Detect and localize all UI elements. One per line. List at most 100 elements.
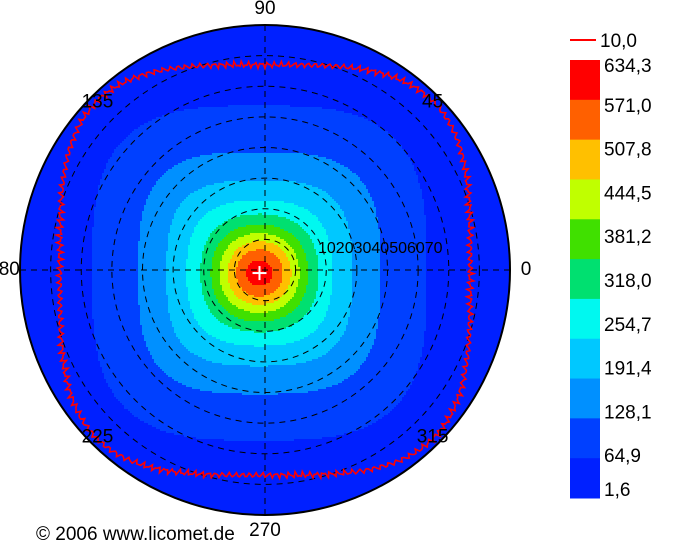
heatmap-cell <box>140 59 143 62</box>
heatmap-cell <box>308 49 311 52</box>
heatmap-cell <box>280 47 283 50</box>
heatmap-cell <box>276 27 279 30</box>
heatmap-cell <box>352 57 355 60</box>
heatmap-cell <box>350 49 353 52</box>
heatmap-cell <box>306 31 309 34</box>
heatmap-cell <box>204 41 207 44</box>
heatmap-cell <box>322 39 325 42</box>
heatmap-cell <box>266 51 269 54</box>
heatmap-cell <box>166 47 169 50</box>
heatmap-cell <box>166 55 169 58</box>
heatmap-cell <box>222 55 225 58</box>
heatmap-cell <box>384 59 387 62</box>
heatmap-cell <box>232 53 235 56</box>
heatmap-cell <box>420 77 423 80</box>
heatmap-cell <box>214 55 217 58</box>
heatmap-cell <box>192 39 195 42</box>
heatmap-cell <box>296 39 299 42</box>
heatmap-cell <box>292 49 295 52</box>
heatmap-cell <box>272 59 275 62</box>
heatmap-cell <box>320 43 323 46</box>
heatmap-cell <box>308 47 311 50</box>
heatmap-cell <box>234 55 237 58</box>
heatmap-cell <box>316 27 319 30</box>
heatmap-cell <box>240 47 243 50</box>
heatmap-cell <box>354 57 357 60</box>
heatmap-cell <box>328 51 331 54</box>
heatmap-cell <box>304 51 307 54</box>
heatmap-cell <box>202 57 205 60</box>
heatmap-cell <box>100 83 103 86</box>
heatmap-cell <box>352 49 355 52</box>
heatmap-cell <box>336 51 339 54</box>
heatmap-cell <box>280 41 283 44</box>
heatmap-cell <box>162 61 165 64</box>
heatmap-cell <box>160 51 163 54</box>
heatmap-cell <box>354 59 357 62</box>
heatmap-cell <box>324 33 327 36</box>
heatmap-cell <box>200 41 203 44</box>
heatmap-cell <box>262 51 265 54</box>
heatmap-cell <box>340 51 343 54</box>
heatmap-cell <box>186 51 189 54</box>
heatmap-cell <box>272 33 275 36</box>
heatmap-cell <box>370 53 373 56</box>
heatmap-cell <box>258 35 261 38</box>
heatmap-cell <box>194 57 197 60</box>
heatmap-cell <box>258 37 261 40</box>
heatmap-cell <box>224 35 227 38</box>
heatmap-cell <box>370 55 373 58</box>
heatmap-cell <box>262 45 265 48</box>
heatmap-cell <box>198 55 201 58</box>
heatmap-cell <box>254 47 257 50</box>
heatmap-cell <box>246 37 249 40</box>
heatmap-cell <box>226 59 229 62</box>
heatmap-cell <box>210 35 213 38</box>
heatmap-cell <box>368 49 371 52</box>
heatmap-cell <box>324 59 327 62</box>
heatmap-cell <box>168 57 171 60</box>
heatmap-cell <box>198 59 201 62</box>
heatmap-cell <box>430 85 433 88</box>
heatmap-cell <box>226 57 229 60</box>
heatmap-cell <box>362 49 365 52</box>
heatmap-cell <box>180 45 183 48</box>
heatmap-cell <box>252 59 255 62</box>
heatmap-cell <box>358 59 361 62</box>
heatmap-cell <box>328 45 331 48</box>
heatmap-cell <box>306 51 309 54</box>
heatmap-cell <box>252 55 255 58</box>
heatmap-cell <box>268 33 271 36</box>
heatmap-cell <box>208 51 211 54</box>
heatmap-cell <box>216 53 219 56</box>
heatmap-cell <box>318 51 321 54</box>
heatmap-cell <box>270 37 273 40</box>
heatmap-cell <box>300 55 303 58</box>
heatmap-cell <box>198 45 201 48</box>
heatmap-cell <box>366 43 369 46</box>
heatmap-cell <box>254 41 257 44</box>
heatmap-cell <box>268 55 271 58</box>
heatmap-cell <box>290 55 293 58</box>
heatmap-cell <box>184 43 187 46</box>
heatmap-cell <box>168 61 171 64</box>
heatmap-cell <box>172 55 175 58</box>
heatmap-cell <box>276 37 279 40</box>
heatmap-cell <box>266 29 269 32</box>
heatmap-cell <box>278 45 281 48</box>
heatmap-cell <box>382 51 385 54</box>
heatmap-cell <box>346 53 349 56</box>
heatmap-cell <box>190 37 193 40</box>
heatmap-cell <box>332 35 335 38</box>
heatmap-cell <box>188 51 191 54</box>
heatmap-cell <box>264 45 267 48</box>
heatmap-cell <box>288 45 291 48</box>
heatmap-cell <box>204 29 207 32</box>
heatmap-cell <box>292 41 295 44</box>
heatmap-cell <box>182 55 185 58</box>
heatmap-cell <box>272 51 275 54</box>
heatmap-cell <box>216 39 219 42</box>
heatmap-cell <box>356 57 359 60</box>
heatmap-cell <box>220 37 223 40</box>
heatmap-cell <box>290 41 293 44</box>
